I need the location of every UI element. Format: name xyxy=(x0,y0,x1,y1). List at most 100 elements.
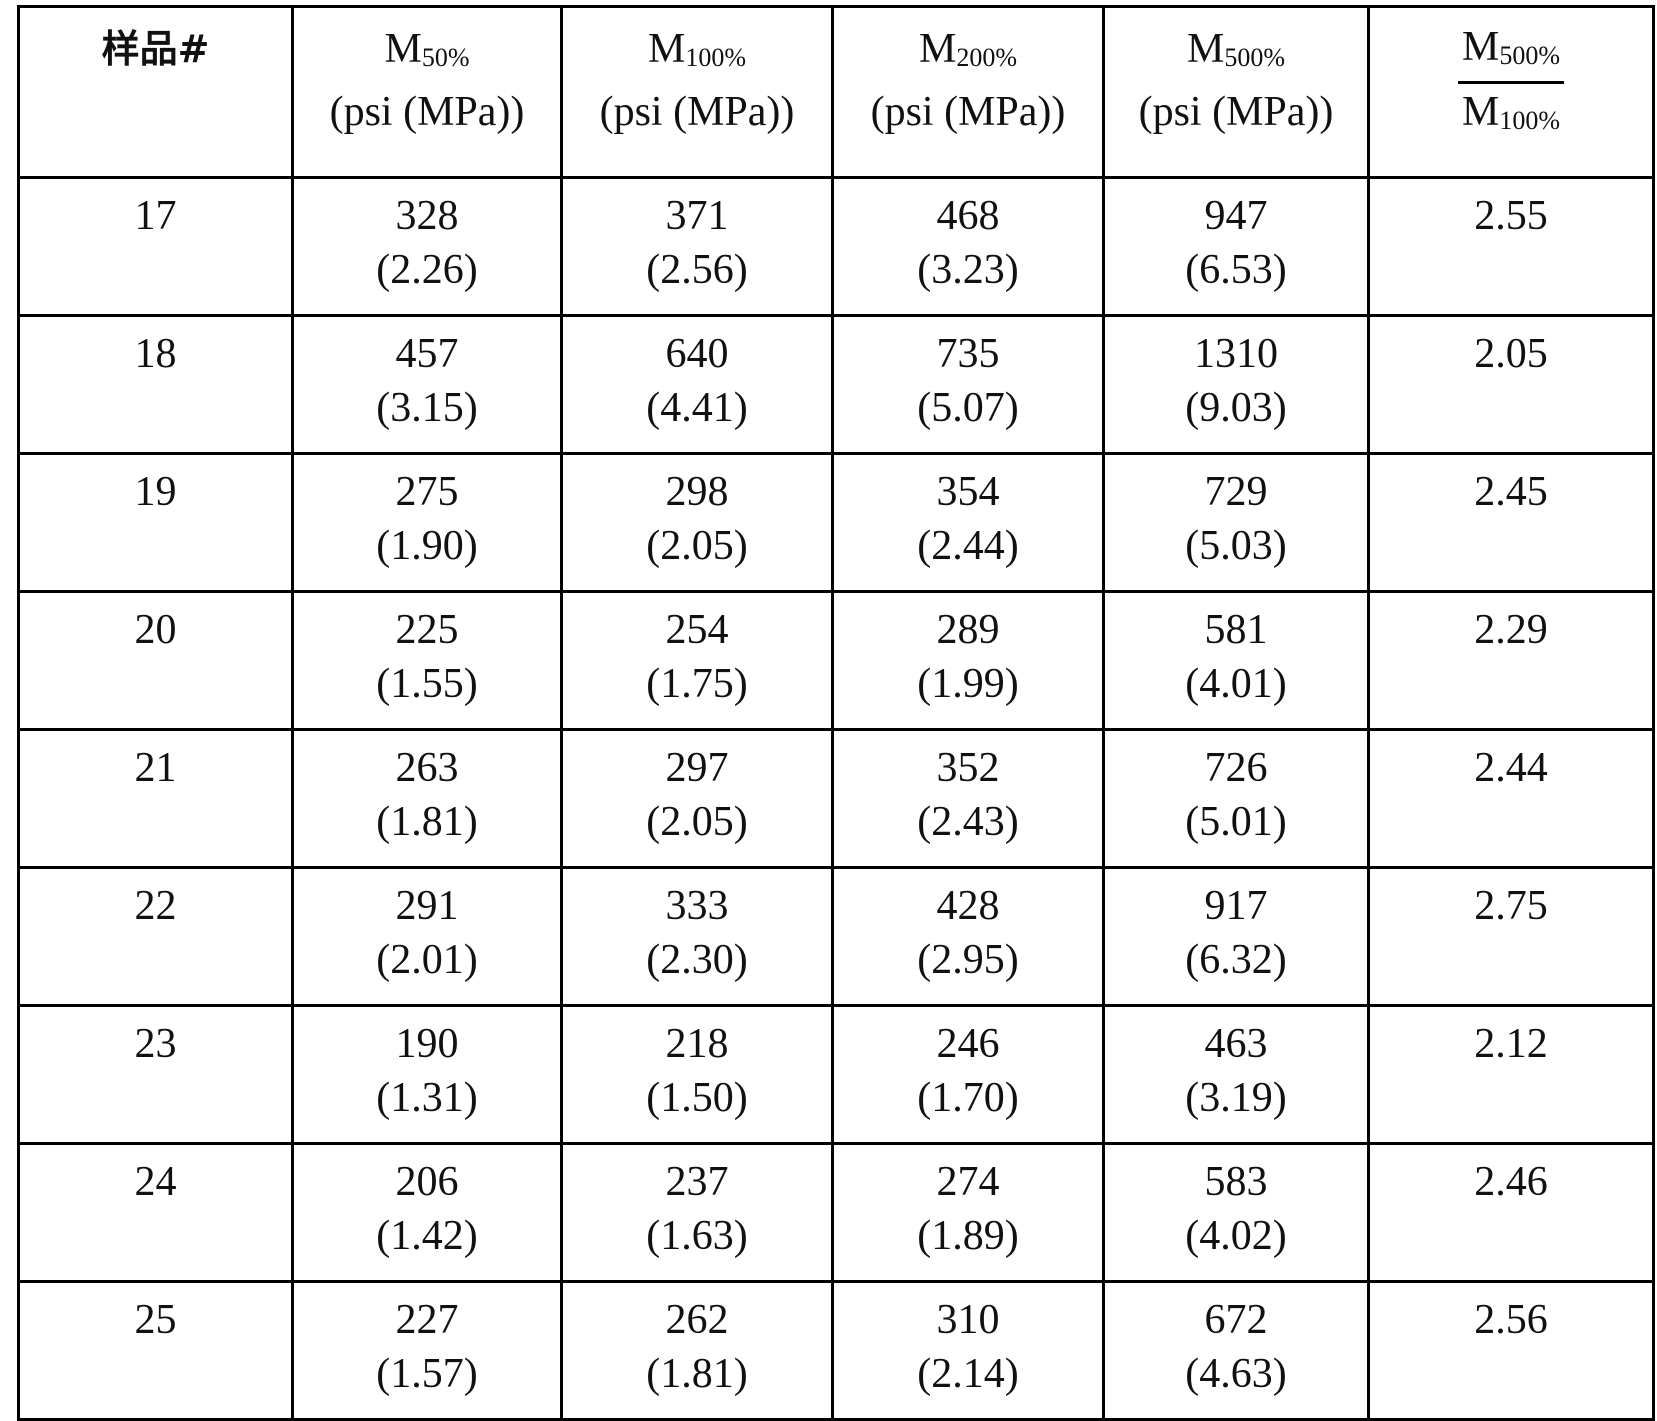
psi-value: 947 xyxy=(1105,189,1367,243)
psi-value: 581 xyxy=(1105,603,1367,657)
ratio-fraction: M500% M100% xyxy=(1458,22,1564,149)
value-cell: 225(1.55) xyxy=(293,592,562,730)
value-cell: 354(2.44) xyxy=(833,454,1104,592)
psi-value: 297 xyxy=(563,741,831,795)
mpa-value: (1.57) xyxy=(294,1347,560,1401)
psi-value: 468 xyxy=(834,189,1102,243)
unit: (psi (MPa)) xyxy=(294,85,560,139)
mpa-value: (1.63) xyxy=(563,1209,831,1263)
data-table: 样品#M50%(psi (MPa))M100%(psi (MPa))M200%(… xyxy=(17,5,1655,1421)
psi-value: 328 xyxy=(294,189,560,243)
value-cell: 640(4.41) xyxy=(562,316,833,454)
psi-value: 354 xyxy=(834,465,1102,519)
value-cell: 1310(9.03) xyxy=(1104,316,1369,454)
sample-id: 22 xyxy=(135,883,177,929)
value-cell: 227(1.57) xyxy=(293,1282,562,1420)
psi-value: 672 xyxy=(1105,1293,1367,1347)
ratio-value: 2.05 xyxy=(1474,331,1548,377)
mpa-value: (3.19) xyxy=(1105,1071,1367,1125)
value-cell: 218(1.50) xyxy=(562,1006,833,1144)
psi-value: 206 xyxy=(294,1155,560,1209)
value-cell: 352(2.43) xyxy=(833,730,1104,868)
value-cell: 729(5.03) xyxy=(1104,454,1369,592)
mpa-value: (6.32) xyxy=(1105,933,1367,987)
mpa-value: (1.70) xyxy=(834,1071,1102,1125)
mpa-value: (4.63) xyxy=(1105,1347,1367,1401)
psi-value: 640 xyxy=(563,327,831,381)
value-cell: 371(2.56) xyxy=(562,178,833,316)
ratio-cell: 2.44 xyxy=(1369,730,1654,868)
sample-id: 24 xyxy=(135,1159,177,1205)
mpa-value: (4.02) xyxy=(1105,1209,1367,1263)
sample-id: 23 xyxy=(135,1021,177,1067)
mpa-value: (2.56) xyxy=(563,243,831,297)
modulus-label: M50% xyxy=(294,22,560,85)
value-cell: 333(2.30) xyxy=(562,868,833,1006)
mpa-value: (4.01) xyxy=(1105,657,1367,711)
psi-value: 190 xyxy=(294,1017,560,1071)
psi-value: 291 xyxy=(294,879,560,933)
psi-value: 262 xyxy=(563,1293,831,1347)
header-cell: M50%(psi (MPa)) xyxy=(293,7,562,178)
modulus-label: M500% xyxy=(1105,22,1367,85)
sample-header: 样品# xyxy=(102,27,210,71)
value-cell: 289(1.99) xyxy=(833,592,1104,730)
psi-value: 463 xyxy=(1105,1017,1367,1071)
data-row: 18457(3.15)640(4.41)735(5.07)1310(9.03)2… xyxy=(19,316,1654,454)
denominator: M100% xyxy=(1458,84,1564,149)
ratio-cell: 2.05 xyxy=(1369,316,1654,454)
mpa-value: (2.43) xyxy=(834,795,1102,849)
mpa-value: (1.90) xyxy=(294,519,560,573)
ratio-value: 2.44 xyxy=(1474,745,1548,791)
sample-id: 25 xyxy=(135,1297,177,1343)
value-cell: 947(6.53) xyxy=(1104,178,1369,316)
value-cell: 310(2.14) xyxy=(833,1282,1104,1420)
ratio-cell: 2.75 xyxy=(1369,868,1654,1006)
subscript: 500% xyxy=(1224,43,1285,72)
modulus-label: M100% xyxy=(563,22,831,85)
subscript: 500% xyxy=(1499,41,1560,70)
unit: (psi (MPa)) xyxy=(1105,85,1367,139)
sample-cell: 24 xyxy=(19,1144,293,1282)
symbol: M xyxy=(1462,89,1499,135)
psi-value: 225 xyxy=(294,603,560,657)
value-cell: 297(2.05) xyxy=(562,730,833,868)
mpa-value: (1.31) xyxy=(294,1071,560,1125)
sample-cell: 20 xyxy=(19,592,293,730)
value-cell: 457(3.15) xyxy=(293,316,562,454)
mpa-value: (2.14) xyxy=(834,1347,1102,1401)
mpa-value: (4.41) xyxy=(563,381,831,435)
psi-value: 237 xyxy=(563,1155,831,1209)
sample-id: 17 xyxy=(135,193,177,239)
unit: (psi (MPa)) xyxy=(563,85,831,139)
psi-value: 246 xyxy=(834,1017,1102,1071)
value-cell: 254(1.75) xyxy=(562,592,833,730)
psi-value: 289 xyxy=(834,603,1102,657)
header-cell: M500% M100% xyxy=(1369,7,1654,178)
psi-value: 729 xyxy=(1105,465,1367,519)
sample-cell: 19 xyxy=(19,454,293,592)
sample-cell: 25 xyxy=(19,1282,293,1420)
value-cell: 274(1.89) xyxy=(833,1144,1104,1282)
table-body: 样品#M50%(psi (MPa))M100%(psi (MPa))M200%(… xyxy=(19,7,1654,1420)
mpa-value: (1.81) xyxy=(294,795,560,849)
value-cell: 206(1.42) xyxy=(293,1144,562,1282)
psi-value: 254 xyxy=(563,603,831,657)
header-cell: M200%(psi (MPa)) xyxy=(833,7,1104,178)
mpa-value: (3.15) xyxy=(294,381,560,435)
psi-value: 735 xyxy=(834,327,1102,381)
ratio-value: 2.12 xyxy=(1474,1021,1548,1067)
sample-id: 18 xyxy=(135,331,177,377)
psi-value: 274 xyxy=(834,1155,1102,1209)
data-row: 24206(1.42)237(1.63)274(1.89)583(4.02)2.… xyxy=(19,1144,1654,1282)
data-row: 20225(1.55)254(1.75)289(1.99)581(4.01)2.… xyxy=(19,592,1654,730)
mpa-value: (1.99) xyxy=(834,657,1102,711)
data-row: 19275(1.90)298(2.05)354(2.44)729(5.03)2.… xyxy=(19,454,1654,592)
sample-cell: 18 xyxy=(19,316,293,454)
sample-id: 20 xyxy=(135,607,177,653)
value-cell: 190(1.31) xyxy=(293,1006,562,1144)
psi-value: 428 xyxy=(834,879,1102,933)
psi-value: 1310 xyxy=(1105,327,1367,381)
data-row: 23 190(1.31)218(1.50)246(1.70)463(3.19) 2.… xyxy=(19,1006,1654,1144)
value-cell: 275(1.90) xyxy=(293,454,562,592)
